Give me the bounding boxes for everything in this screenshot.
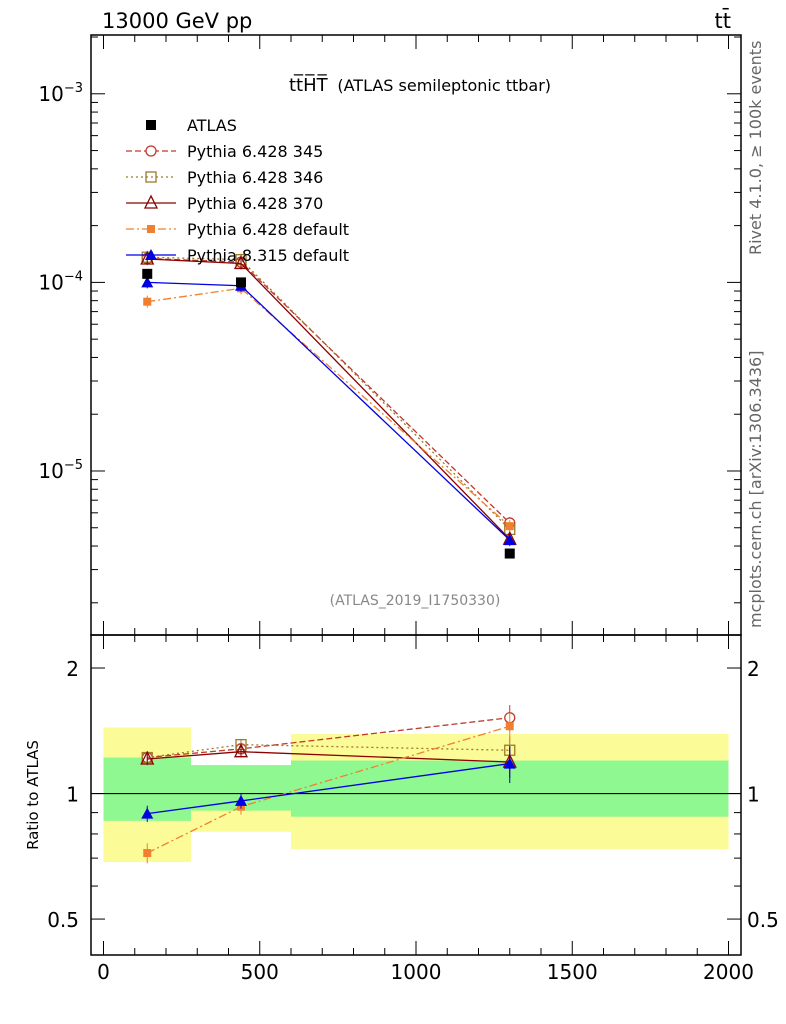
data-point xyxy=(236,277,246,288)
chart-title: tt̅H̅T̅ xyxy=(289,74,329,96)
y-tick-label: 10−4 xyxy=(38,269,83,294)
legend-label: ATLAS xyxy=(187,116,237,135)
process-label: tt̄ xyxy=(715,8,731,33)
data-point xyxy=(142,268,153,279)
ratio-tick-label-right: 1 xyxy=(747,783,760,807)
x-tick-label: 2000 xyxy=(703,960,754,984)
x-tick-label: 1000 xyxy=(391,960,442,984)
chart-subtitle: (ATLAS semileptonic ttbar) xyxy=(337,76,551,95)
y-tick-label-base: 10 xyxy=(38,82,63,106)
series-line xyxy=(147,258,511,540)
x-tick-label: 1500 xyxy=(547,960,598,984)
legend: ATLAS Pythia 6.428 345 Pythia 6.428 346 Pyt… xyxy=(126,116,349,265)
y-tick-label-exponent: −4 xyxy=(64,269,83,284)
legend-marker xyxy=(147,225,155,233)
series-point xyxy=(141,276,154,288)
series-point xyxy=(233,255,249,270)
ratio-point xyxy=(143,849,152,858)
ratio-bands xyxy=(103,727,729,863)
y-tick-label-base: 10 xyxy=(38,270,63,294)
main-axes: 10−510−410−3 xyxy=(38,36,741,604)
main-series xyxy=(140,250,517,559)
x-axis: 0 500 1000 1500 2000 xyxy=(97,35,754,984)
legend-marker xyxy=(145,145,157,157)
series-point xyxy=(505,522,514,531)
legend-label: Pythia 8.315 default xyxy=(187,246,349,265)
legend-marker xyxy=(143,194,159,209)
ratio-series xyxy=(140,705,517,864)
ratio-tick-label-right: 0.5 xyxy=(747,908,779,932)
ratio-axes: 0.5 0.5 1 1 2 2 xyxy=(47,657,779,932)
series-point xyxy=(503,534,516,546)
series-line xyxy=(147,281,511,541)
rivet-version-label: Rivet 4.1.0, ≥ 100k events xyxy=(746,41,765,255)
ratio-line xyxy=(146,725,510,854)
legend-marker xyxy=(145,171,157,183)
y-tick-label-exponent: −3 xyxy=(64,81,83,96)
mcplots-label: mcplots.cern.ch [arXiv:1306.3436] xyxy=(746,351,765,628)
ratio-line xyxy=(147,743,510,759)
ratio-tick-label-right: 2 xyxy=(747,657,760,681)
legend-label: Pythia 6.428 370 xyxy=(187,194,323,213)
data-point xyxy=(504,548,515,559)
ratio-point xyxy=(141,807,154,819)
ratio-tick-label-left: 0.5 xyxy=(47,908,79,932)
legend-label: Pythia 6.428 default xyxy=(187,220,349,239)
ratio-tick-label-left: 1 xyxy=(66,783,79,807)
ratio-point xyxy=(233,743,249,758)
x-tick-label: 0 xyxy=(97,960,110,984)
chart-title-group: tt̅H̅T̅ (ATLAS semileptonic ttbar) xyxy=(289,74,551,96)
y-tick-label: 10−3 xyxy=(38,81,83,106)
legend-label: Pythia 6.428 345 xyxy=(187,142,323,161)
analysis-reference: (ATLAS_2019_I1750330) xyxy=(330,593,501,609)
y-tick-label-exponent: −5 xyxy=(64,458,83,473)
legend-marker xyxy=(145,249,157,260)
series-line xyxy=(147,256,511,530)
ratio-tick-label-left: 2 xyxy=(66,657,79,681)
legend-label: Pythia 6.428 346 xyxy=(187,168,323,187)
ratio-point xyxy=(235,794,247,806)
y-tick-label: 10−5 xyxy=(38,458,83,483)
energy-label: 13000 GeV pp xyxy=(102,9,252,33)
x-tick-label: 500 xyxy=(241,960,279,984)
legend-marker xyxy=(146,120,156,130)
ratio-point xyxy=(503,757,516,769)
ratio-ylabel: Ratio to ATLAS xyxy=(24,740,42,850)
ratio-point xyxy=(505,722,514,731)
series-line xyxy=(147,287,511,527)
ratio-point xyxy=(140,750,155,765)
series-point xyxy=(143,297,152,306)
y-tick-label-base: 10 xyxy=(38,459,63,483)
